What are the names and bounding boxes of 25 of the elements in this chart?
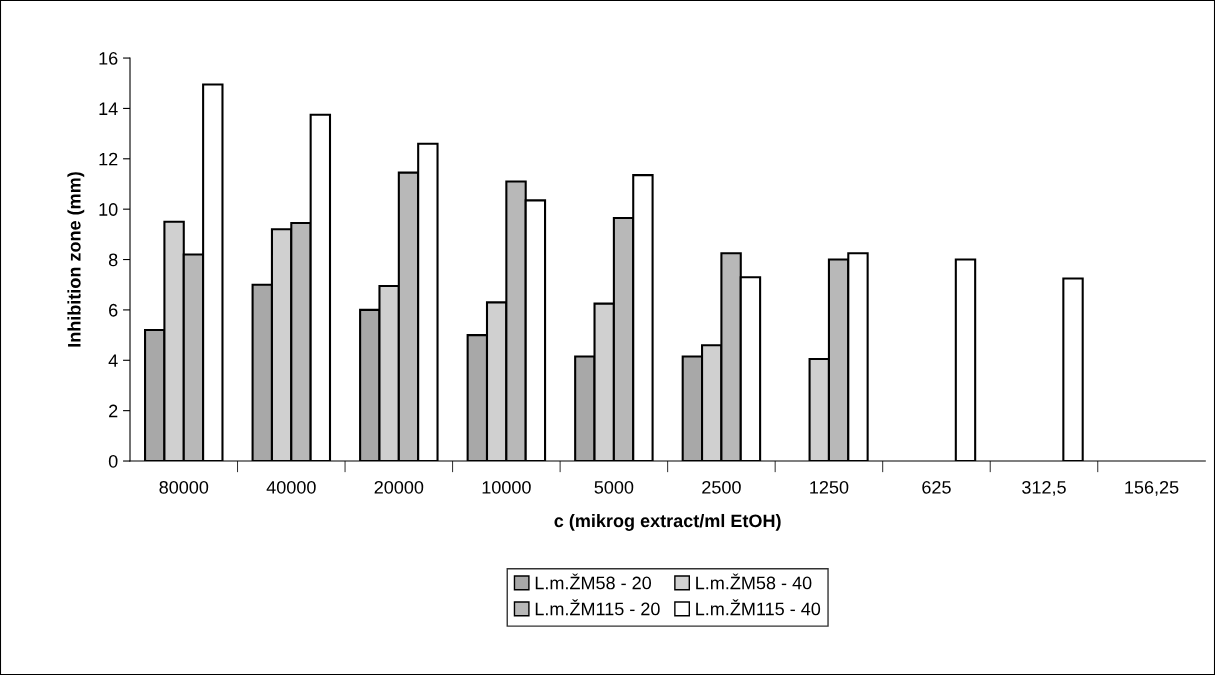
x-tick-label: 5000 [594,480,634,494]
y-tick-label: 2 [109,404,118,418]
x-tick-label: 1250 [810,480,849,494]
legend-label: L.m.ŽM115 - 20 [535,599,660,616]
legend-label: L.m.ŽM115 - 40 [696,599,821,616]
x-tick-label: 40000 [266,480,316,494]
y-axis-title: Inhibition zone (mm) [67,172,85,347]
legend-label: L.m.ŽM58 - 40 [696,573,812,590]
y-tick-label: 14 [99,102,118,115]
x-tick-label: 80000 [159,480,209,494]
x-tick-label: 625 [922,480,951,494]
x-tick-label: 156,25 [1125,480,1179,496]
x-tick-label: 312,5 [1022,480,1066,496]
legend-label: L.m.ŽM58 - 20 [535,573,652,590]
y-tick-label: 16 [99,51,118,65]
y-tick-label: 12 [99,152,118,166]
x-tick-label: 10000 [482,480,531,494]
y-tick-label: 6 [109,303,118,317]
x-axis-title: c (mikrog extract/ml EtOH) [554,513,781,531]
y-tick-label: 10 [99,203,118,216]
y-tick-label: 0 [108,454,118,468]
x-tick-label: 2500 [702,480,741,494]
x-tick-label: 20000 [374,480,424,494]
y-tick-label: 4 [108,354,118,367]
y-tick-label: 8 [108,253,118,267]
